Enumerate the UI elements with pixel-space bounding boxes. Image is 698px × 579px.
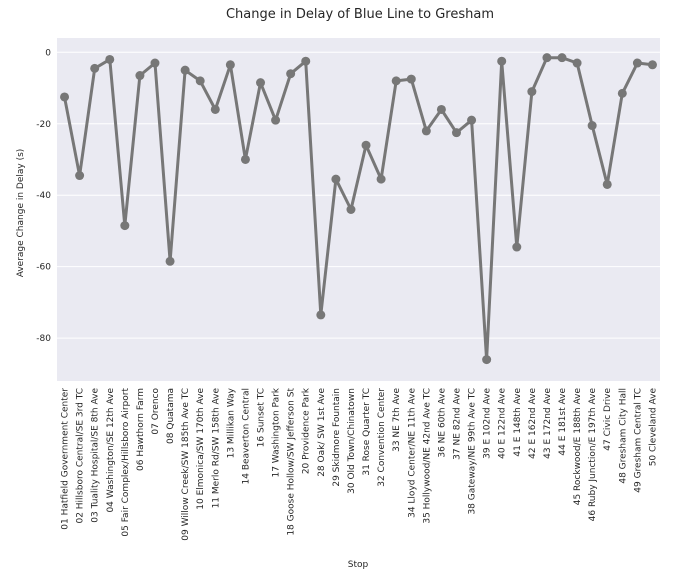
data-point — [90, 63, 100, 73]
x-tick-label: 30 Old Town/Chinatown — [347, 388, 357, 494]
x-tick-label: 28 Oak/ SW 1st Ave — [317, 388, 327, 477]
y-tick-label: -80 — [36, 334, 51, 344]
data-point — [165, 256, 175, 266]
data-point — [451, 128, 461, 138]
x-tick-labels: 01 Hatfield Government Center 02 Hillsbor… — [61, 387, 659, 540]
x-tick-label: 48 Gresham City Hall — [618, 388, 628, 484]
data-point — [527, 87, 537, 97]
x-tick-label: 44 E 181st Ave — [558, 388, 568, 456]
data-point — [542, 53, 552, 63]
x-tick-label: 41 E 148th Ave — [513, 388, 523, 457]
data-point — [421, 126, 431, 136]
data-point — [120, 221, 130, 231]
chart-title: Change in Delay of Blue Line to Gresham — [226, 7, 494, 22]
x-tick-label: 07 Orenco — [151, 388, 161, 435]
data-point — [240, 154, 250, 164]
x-tick-label: 29 Skidmore Fountain — [332, 388, 342, 487]
x-tick-label: 01 Hatfield Government Center — [61, 388, 71, 530]
x-tick-label: 05 Fair Complex/Hillsboro Airport — [121, 388, 131, 537]
series-line — [63, 56, 653, 362]
x-tick-label: 13 Millikan Way — [226, 387, 236, 458]
x-tick-label: 09 Willow Creek/SW 185th Ave TC — [181, 388, 191, 541]
x-tick-label: 11 Merlo Rd/SW 158th Ave — [211, 388, 221, 509]
data-point — [602, 179, 612, 189]
x-tick-label: 47 Civic Drive — [603, 388, 613, 451]
y-tick-labels: 0 -20 -40 -60 -80 — [36, 48, 51, 344]
data-point — [346, 205, 356, 214]
x-tick-label: 46 Ruby Junction/E 197th Ave — [588, 388, 598, 522]
y-tick-label: -20 — [36, 120, 51, 130]
data-point — [512, 242, 522, 252]
data-point — [361, 140, 371, 150]
data-point — [60, 92, 70, 102]
x-tick-label: 08 Quatama — [166, 388, 176, 444]
data-point — [105, 54, 115, 64]
data-point — [135, 71, 145, 81]
data-point — [572, 58, 582, 68]
data-point — [180, 65, 190, 75]
data-point — [482, 355, 492, 365]
series-average-change-in-delay — [60, 53, 657, 365]
data-point — [271, 115, 281, 125]
data-point — [301, 56, 311, 66]
x-tick-label: 42 E 162nd Ave — [528, 388, 538, 459]
x-tick-label: 36 NE 60th Ave — [437, 388, 447, 458]
data-point — [632, 58, 642, 68]
y-tick-label: -60 — [36, 263, 51, 273]
data-point — [497, 56, 507, 66]
data-point — [150, 58, 160, 68]
data-point — [210, 104, 220, 114]
x-tick-label: 06 Hawthorn Farm — [136, 388, 146, 471]
data-point — [331, 174, 341, 184]
x-tick-label: 40 E 122nd Ave — [498, 388, 508, 459]
x-tick-label: 32 Convention Center — [377, 388, 387, 487]
x-tick-label: 50 Cleveland Ave — [648, 388, 658, 467]
x-axis-label: Stop — [348, 560, 369, 570]
x-tick-label: 14 Beaverton Central — [241, 388, 251, 484]
x-tick-label: 37 NE 82nd Ave — [452, 388, 462, 460]
x-tick-label: 35 Hollywood/NE 42nd Ave TC — [422, 388, 432, 524]
x-tick-label: 31 Rose Quarter TC — [362, 388, 372, 476]
y-tick-label: -40 — [36, 191, 51, 201]
x-tick-label: 10 Elmonica/SW 170th Ave — [196, 388, 206, 510]
data-point — [647, 60, 657, 70]
x-tick-label: 04 Washington/SE 12th Ave — [106, 388, 116, 513]
gridlines — [57, 51, 660, 339]
x-tick-label: 18 Goose Hollow/SW Jefferson St — [287, 388, 297, 536]
data-point — [75, 171, 85, 181]
data-point — [587, 121, 597, 131]
plot-background — [57, 38, 660, 381]
data-point — [286, 69, 296, 79]
y-axis-label: Average Change in Delay (s) — [16, 149, 26, 278]
x-tick-label: 02 Hillsboro Central/SE 3rd TC — [76, 388, 86, 524]
data-point — [391, 76, 401, 86]
x-tick-label: 39 E 102nd Ave — [483, 388, 493, 459]
x-tick-label: 03 Tuality Hospital/SE 8th Ave — [91, 388, 101, 523]
x-tick-label: 17 Washington Park — [272, 387, 282, 477]
data-point — [467, 115, 477, 125]
x-tick-label: 49 Gresham Central TC — [633, 388, 643, 493]
x-tick-label: 45 Rockwood/E 188th Ave — [573, 388, 583, 506]
data-point — [557, 53, 567, 63]
x-tick-label: 34 Lloyd Center/NE 11th Ave — [407, 388, 417, 518]
x-tick-label: 16 Sunset TC — [257, 388, 267, 447]
data-point — [436, 104, 446, 114]
x-tick-label: 20 Providence Park — [302, 387, 312, 474]
data-point — [225, 60, 235, 70]
data-point — [195, 76, 205, 86]
data-point — [406, 74, 416, 84]
data-point — [376, 174, 386, 184]
data-point — [617, 88, 627, 98]
x-tick-label: 43 E 172nd Ave — [543, 388, 553, 459]
x-tick-label: 33 NE 7th Ave — [392, 388, 402, 452]
data-point — [256, 78, 266, 88]
x-tick-label: 38 Gateway/NE 99th Ave TC — [468, 388, 478, 515]
y-tick-label: 0 — [45, 48, 51, 58]
data-point — [316, 310, 326, 320]
